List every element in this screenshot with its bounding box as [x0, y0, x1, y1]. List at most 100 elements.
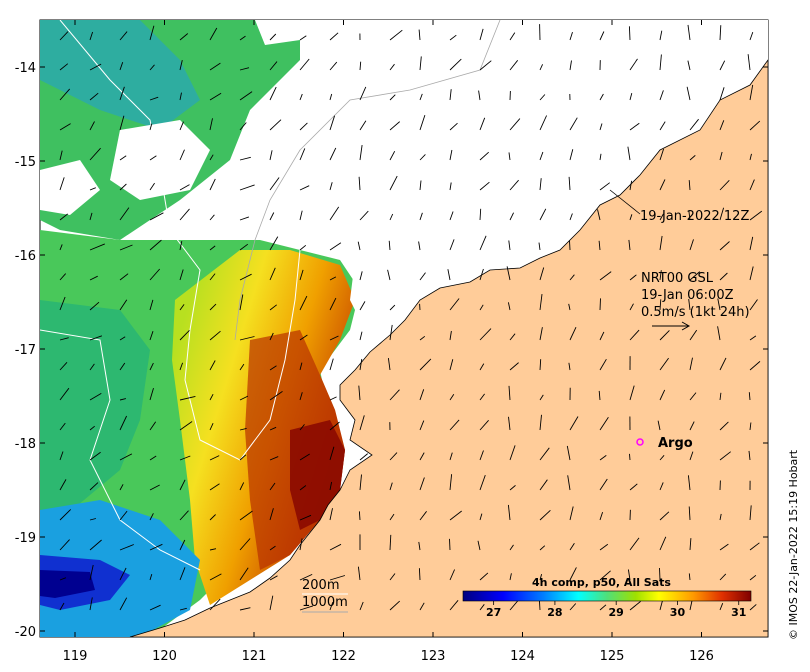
current-vector: [689, 271, 701, 281]
current-vector: [299, 573, 313, 581]
current-vector: [59, 244, 63, 251]
current-vector: [89, 539, 102, 551]
current-vector: [449, 89, 452, 101]
current-vector: [149, 543, 163, 551]
current-vector: [449, 149, 453, 161]
current-vector: [59, 63, 69, 71]
current-vector: [269, 426, 277, 431]
current-vector: [269, 150, 273, 161]
credit-text: © IMOS 22-Jan-2022 15:19 Hobart: [787, 449, 800, 640]
current-vector: [599, 31, 605, 41]
current-vector: [89, 335, 103, 341]
current-vector: [509, 333, 516, 341]
current-vector: [569, 240, 571, 251]
current-vector: [419, 420, 425, 431]
current-vector: [569, 603, 577, 611]
current-vector: [89, 564, 94, 581]
current-vector: [329, 481, 333, 491]
current-vector: [149, 331, 154, 341]
current-vector: [179, 269, 184, 281]
current-vector: [209, 245, 216, 251]
current-vector: [329, 446, 335, 461]
current-vector: [599, 271, 612, 281]
current-vector: [359, 601, 364, 611]
current-vector: [599, 358, 607, 371]
current-vector: [659, 90, 664, 101]
current-vector: [299, 35, 307, 41]
current-vector: [329, 601, 334, 611]
current-vector: [659, 389, 666, 401]
current-vector: [449, 298, 460, 311]
current-vector: [89, 301, 100, 311]
current-vector: [59, 123, 71, 131]
lat-tick-label: -19: [15, 531, 36, 546]
current-vector: [597, 209, 601, 221]
current-vector: [599, 331, 605, 341]
current-vector: [748, 392, 751, 401]
current-vector: [299, 185, 310, 191]
current-vector: [179, 121, 184, 131]
current-vector: [119, 31, 128, 41]
current-vector: [299, 362, 303, 371]
current-vector: [719, 179, 730, 191]
current-vector: [749, 574, 757, 581]
current-vector: [299, 93, 303, 101]
current-vector: [659, 567, 661, 581]
current-vector: [689, 155, 696, 161]
current-vector: [717, 298, 721, 311]
current-vector: [179, 567, 186, 581]
current-vector: [449, 452, 453, 461]
current-vector: [359, 86, 367, 101]
current-vector: [449, 419, 460, 431]
current-vector: [659, 235, 663, 251]
current-vector: [749, 120, 761, 131]
current-vector: [269, 212, 275, 221]
current-vector: [539, 208, 547, 221]
current-vector: [629, 537, 640, 551]
current-vector: [509, 32, 516, 41]
current-vector: [387, 269, 391, 281]
current-vector: [719, 60, 726, 71]
current-vector: [299, 334, 308, 341]
current-vector: [149, 123, 153, 131]
current-vector: [299, 485, 307, 491]
current-vector: [119, 115, 125, 131]
current-vector: [209, 92, 222, 101]
current-vector: [179, 59, 183, 71]
argo-label: Argo: [658, 436, 693, 451]
current-vector: [689, 329, 698, 341]
current-vector: [449, 359, 454, 371]
current-vector: [538, 600, 541, 611]
lon-tick-label: 122: [331, 649, 356, 664]
current-vector: [569, 327, 577, 341]
current-vector: [149, 513, 154, 521]
current-vector: [419, 335, 426, 341]
current-vector: [539, 394, 544, 401]
current-vector: [119, 544, 134, 551]
current-vector: [357, 241, 361, 251]
current-vector: [209, 393, 214, 401]
current-vector: [269, 545, 276, 551]
lon-tick-label: 125: [600, 649, 625, 664]
current-vector: [239, 567, 249, 581]
current-vector: [419, 212, 423, 221]
depth-200m-label: 200m: [302, 578, 339, 593]
current-vector: [479, 117, 486, 131]
current-vector: [359, 301, 366, 311]
current-vector: [179, 241, 183, 251]
current-vector: [659, 357, 669, 371]
current-vector: [59, 509, 72, 521]
current-vector: [119, 273, 129, 281]
current-vector: [418, 29, 421, 41]
current-vector: [749, 422, 752, 431]
current-vector: [719, 573, 727, 581]
current-vector: [358, 511, 361, 521]
current-vector: [539, 573, 543, 581]
current-vector: [449, 330, 452, 341]
current-vector: [329, 61, 338, 71]
current-vector: [269, 332, 274, 341]
current-vector: [538, 242, 541, 251]
current-vector: [449, 538, 451, 551]
current-vector: [329, 297, 337, 311]
